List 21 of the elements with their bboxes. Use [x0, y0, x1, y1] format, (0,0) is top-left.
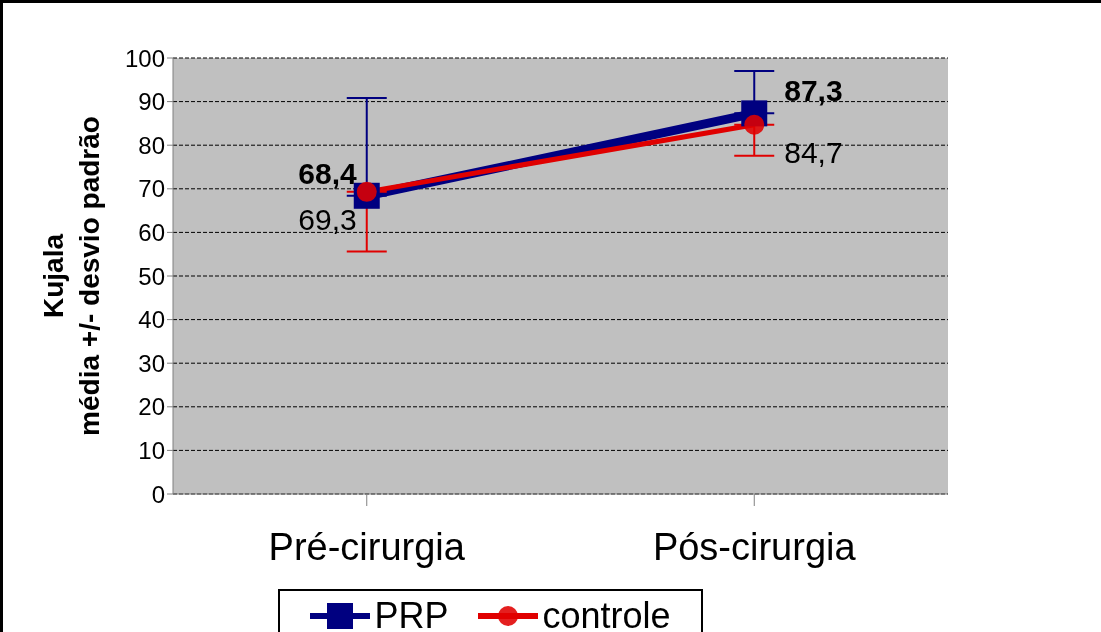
y-tick-label: 50 [138, 262, 165, 290]
y-tick-label: 20 [138, 393, 165, 421]
y-tick-label: 100 [124, 44, 165, 72]
y-tick-label: 60 [138, 218, 165, 246]
y-tick-label: 40 [138, 306, 165, 334]
y-tick-label: 80 [138, 131, 165, 159]
y-tick-label: 30 [138, 349, 165, 377]
y-tick-label: 70 [138, 175, 165, 203]
y-axis-title: Kujala média +/- desvio padrão [38, 116, 105, 436]
y-tick-label: 10 [138, 436, 165, 464]
x-tick-label: Pré-cirurgia [268, 525, 466, 568]
point [744, 114, 765, 135]
data-label: 87,3 [784, 74, 843, 108]
legend-label: PRP [373, 595, 449, 632]
legend-label: controle [541, 595, 671, 632]
x-tick-label: Pós-cirurgia [652, 525, 857, 568]
y-tick-label: 90 [138, 88, 165, 116]
data-label: 84,7 [784, 135, 843, 169]
data-label: 69,3 [298, 202, 357, 236]
y-tick-label: 0 [151, 480, 165, 508]
data-label: 68,4 [298, 156, 358, 190]
